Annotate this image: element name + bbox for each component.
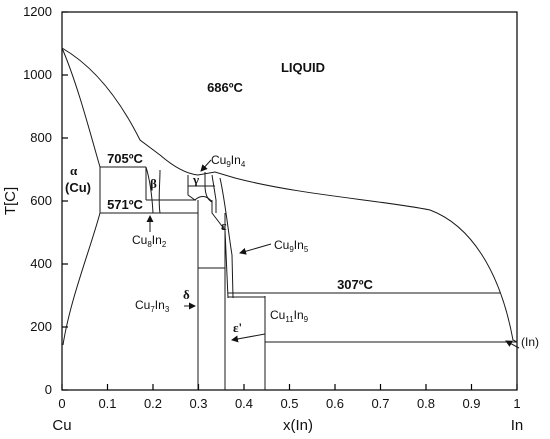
temp-686-label: 686ºC	[207, 80, 243, 95]
x-tick-label: 1	[513, 396, 520, 411]
x-tick-label: 0.9	[462, 396, 480, 411]
cu8in2-label: Cu8In2	[132, 233, 167, 249]
y-tick-label: 0	[45, 382, 52, 397]
y-tick-label: 400	[30, 256, 52, 271]
alpha-cu-label: (Cu)	[65, 180, 91, 195]
epsilon-label: ε	[221, 218, 227, 233]
temp-571-label: 571ºC	[107, 197, 143, 212]
cu7in3-label: Cu7In3	[135, 298, 170, 314]
x-axis-ticks	[61, 384, 518, 390]
phase-boundaries	[61, 47, 518, 390]
y-tick-label: 1200	[23, 4, 52, 19]
x-axis-label: x(In)	[283, 417, 313, 434]
x-tick-label: 0.2	[144, 396, 162, 411]
arrow-cu11in9	[231, 333, 266, 343]
y-tick-label: 1000	[23, 67, 52, 82]
liquid-label: LIQUID	[281, 60, 325, 75]
x-tick-label: 0	[58, 396, 65, 411]
x-tick-label: 0.6	[326, 396, 344, 411]
x-axis-right-end-label: In	[511, 417, 524, 434]
cu9in4-label: Cu9In4	[211, 153, 246, 169]
temp-307-label: 307ºC	[337, 277, 373, 292]
cu11in9-label: Cu11In9	[270, 308, 309, 324]
y-tick-label: 600	[30, 193, 52, 208]
y-axis-label: T[C]	[2, 187, 19, 215]
x-tick-label: 0.7	[371, 396, 389, 411]
gamma-label: γ	[192, 172, 199, 187]
in-solid-label: (In)	[521, 335, 539, 349]
cu-solvus	[62, 167, 101, 346]
y-tick-label: 200	[30, 319, 52, 334]
alpha-symbol: α	[70, 163, 78, 178]
x-axis-tick-labels: 0 0.1 0.2 0.3 0.4 0.5 0.6 0.7 0.8 0.9 1	[58, 396, 520, 411]
beta-label: β	[150, 176, 157, 191]
solidus-curve	[61, 47, 101, 168]
x-axis-left-end-label: Cu	[52, 417, 71, 434]
pointer-arrows	[146, 159, 520, 349]
arrow-in-solid	[505, 340, 520, 349]
arrow-cu9in4	[200, 159, 212, 172]
temp-705-label: 705ºC	[107, 151, 143, 166]
x-tick-label: 0.4	[235, 396, 253, 411]
x-tick-label: 0.1	[98, 396, 116, 411]
epsilon-prime-label: ε'	[233, 320, 242, 335]
arrow-cu9in5	[239, 243, 272, 255]
delta-label: δ	[183, 287, 190, 302]
y-axis-tick-labels: 0 200 400 600 800 1000 1200	[23, 4, 52, 397]
x-tick-label: 0.5	[280, 396, 298, 411]
y-axis-ticks	[62, 11, 68, 391]
liquidus-curve	[61, 47, 518, 343]
x-tick-label: 0.8	[417, 396, 435, 411]
cu9in5-label: Cu9In5	[274, 238, 309, 254]
y-tick-label: 800	[30, 130, 52, 145]
x-tick-label: 0.3	[189, 396, 207, 411]
